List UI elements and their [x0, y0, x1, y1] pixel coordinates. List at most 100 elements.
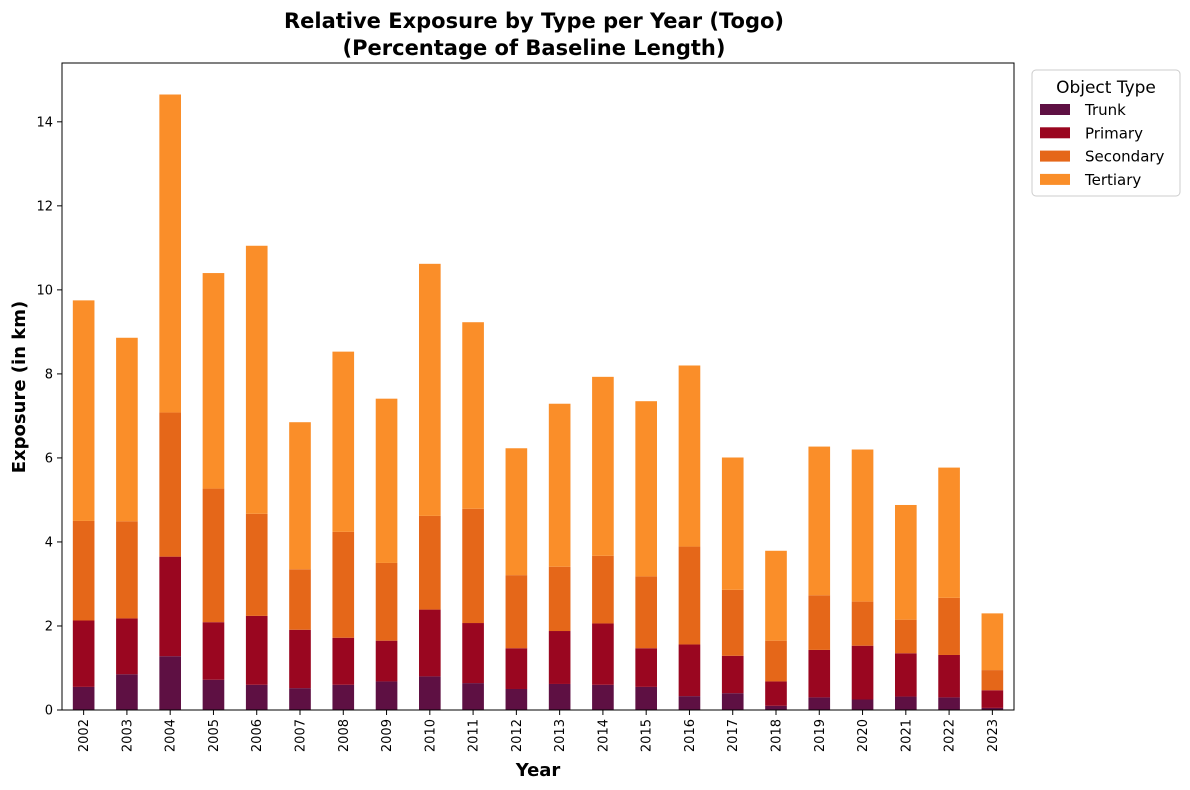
bar-secondary-2008 [332, 531, 355, 638]
bar-tertiary-2021 [895, 504, 917, 620]
x-tick-label: 2023 [986, 719, 1001, 752]
bar-tertiary-2016 [678, 365, 701, 547]
y-tick-label: 8 [45, 367, 53, 382]
legend-swatch-tertiary [1040, 173, 1070, 185]
y-tick-label: 6 [45, 451, 53, 466]
bar-primary-2012 [505, 648, 528, 689]
bar-trunk-2010 [419, 676, 441, 710]
bar-primary-2006 [245, 615, 268, 685]
bar-secondary-2005 [202, 488, 225, 623]
bar-primary-2009 [375, 640, 398, 682]
legend-label-primary: Primary [1085, 124, 1143, 142]
bar-secondary-2009 [375, 562, 398, 641]
y-tick-label: 10 [36, 283, 53, 298]
bar-tertiary-2008 [332, 351, 355, 532]
bar-tertiary-2004 [159, 94, 181, 413]
bar-secondary-2011 [462, 508, 484, 624]
y-axis-ticks: 0 2 4 6 8 10 12 14 [36, 115, 62, 719]
bar-secondary-2016 [678, 546, 701, 645]
legend-label-trunk: Trunk [1084, 101, 1126, 119]
bar-tertiary-2010 [419, 263, 441, 516]
bar-tertiary-2023 [981, 613, 1004, 671]
bar-trunk-2011 [462, 683, 484, 710]
legend-label-secondary: Secondary [1085, 148, 1165, 166]
x-tick-label: 2022 [943, 719, 958, 752]
bar-trunk-2008 [332, 684, 355, 710]
bar-primary-2018 [765, 681, 787, 706]
legend-label-tertiary: Tertiary [1084, 171, 1141, 189]
bar-trunk-2006 [245, 684, 268, 710]
bar-primary-2023 [981, 690, 1004, 708]
legend-swatch-secondary [1040, 150, 1070, 162]
bar-trunk-2017 [721, 693, 744, 710]
bar-tertiary-2005 [202, 273, 225, 489]
y-tick-label: 0 [45, 704, 53, 719]
bar-tertiary-2013 [548, 403, 571, 567]
y-axis-label: Exposure (in km) [9, 301, 30, 473]
bar-trunk-2018 [765, 705, 787, 710]
legend-swatch-primary [1040, 127, 1070, 139]
bar-trunk-2007 [289, 688, 311, 710]
x-tick-label: 2015 [640, 719, 655, 752]
legend-items: Trunk Primary Secondary Tertiary [1040, 101, 1165, 189]
bar-tertiary-2011 [462, 322, 484, 509]
bar-tertiary-2002 [72, 300, 95, 521]
bar-secondary-2013 [548, 566, 571, 632]
x-tick-label: 2006 [250, 719, 265, 752]
bar-secondary-2018 [765, 640, 787, 682]
bar-secondary-2022 [938, 597, 960, 655]
bar-secondary-2014 [592, 555, 614, 624]
bar-trunk-2002 [72, 686, 95, 710]
bar-trunk-2014 [592, 684, 614, 710]
bar-trunk-2009 [375, 681, 398, 710]
bars-group [72, 94, 1004, 710]
x-tick-label: 2013 [553, 719, 568, 752]
bar-secondary-2023 [981, 670, 1004, 691]
bar-tertiary-2003 [116, 337, 138, 522]
bar-secondary-2007 [289, 569, 311, 630]
bar-trunk-2015 [635, 686, 657, 710]
bar-primary-2011 [462, 623, 484, 684]
x-tick-label: 2005 [207, 719, 222, 752]
bar-primary-2017 [721, 655, 744, 694]
bar-tertiary-2006 [245, 245, 268, 514]
bar-trunk-2013 [548, 683, 571, 710]
legend: Object Type Trunk Primary Secondary Tertiar… [1031, 69, 1181, 197]
bar-tertiary-2009 [375, 398, 398, 563]
bar-trunk-2019 [808, 697, 831, 710]
bar-tertiary-2012 [505, 448, 528, 576]
chart-title: Relative Exposure by Type per Year (Togo… [284, 9, 784, 33]
y-tick-label: 2 [45, 619, 53, 634]
bar-secondary-2010 [419, 515, 441, 610]
plot-frame [61, 62, 1015, 711]
bar-secondary-2003 [116, 521, 138, 619]
bar-primary-2008 [332, 637, 355, 685]
bar-trunk-2022 [938, 697, 960, 710]
bar-secondary-2002 [72, 520, 95, 621]
y-tick-label: 4 [45, 535, 53, 550]
bar-secondary-2006 [245, 513, 268, 616]
bar-tertiary-2018 [765, 550, 787, 641]
x-tick-label: 2009 [380, 719, 395, 752]
x-tick-label: 2007 [294, 719, 309, 752]
bar-primary-2020 [851, 645, 874, 700]
x-tick-label: 2016 [683, 719, 698, 752]
y-tick-label: 12 [36, 199, 53, 214]
bar-primary-2016 [678, 644, 701, 697]
bar-trunk-2023 [981, 707, 1004, 710]
bar-trunk-2003 [116, 674, 138, 710]
x-tick-label: 2017 [726, 719, 741, 752]
bar-primary-2019 [808, 649, 831, 698]
bar-secondary-2004 [159, 412, 181, 557]
x-tick-label: 2014 [596, 719, 611, 752]
bar-primary-2021 [895, 653, 917, 697]
bar-primary-2010 [419, 609, 441, 677]
x-tick-label: 2021 [899, 719, 914, 752]
x-tick-label: 2020 [856, 719, 871, 752]
bar-tertiary-2015 [635, 401, 657, 577]
bar-trunk-2021 [895, 696, 917, 710]
legend-title: Object Type [1056, 78, 1156, 98]
bar-tertiary-2007 [289, 422, 311, 570]
legend-swatch-trunk [1040, 104, 1070, 115]
